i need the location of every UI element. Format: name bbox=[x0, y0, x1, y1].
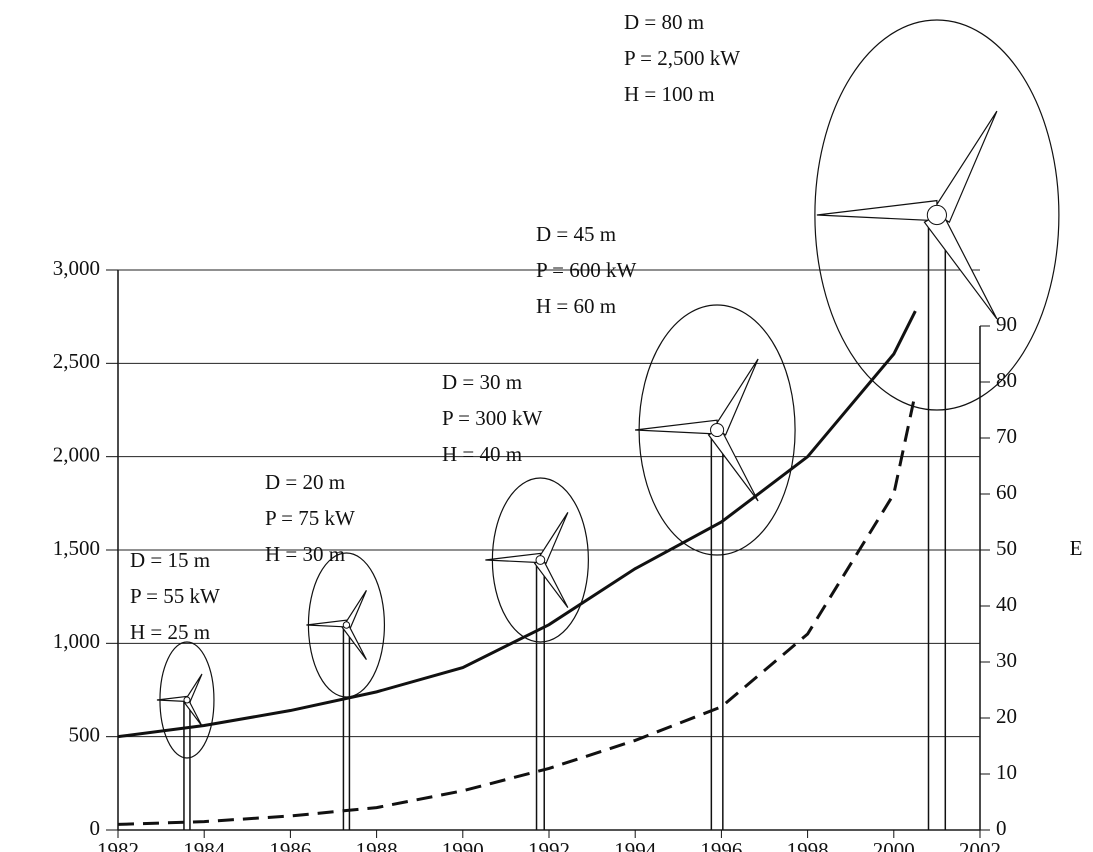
x-tick-label: 1992 bbox=[528, 838, 570, 852]
blade bbox=[485, 553, 540, 562]
y-tick-label: 500 bbox=[69, 722, 101, 746]
annotation-text: P = 55 kW bbox=[130, 584, 220, 608]
y-tick-label: 1,500 bbox=[53, 536, 100, 560]
x-tick-label: 1988 bbox=[356, 838, 398, 852]
y2-tick-label: 20 bbox=[996, 704, 1017, 728]
x-tick-label: 1990 bbox=[442, 838, 484, 852]
annotation-text: H = 40 m bbox=[442, 442, 522, 466]
blade bbox=[817, 201, 937, 221]
y2-tick-label: 80 bbox=[996, 368, 1017, 392]
blade bbox=[635, 420, 717, 434]
y2-tick-label: 90 bbox=[996, 312, 1017, 336]
x-tick-label: 1982 bbox=[97, 838, 139, 852]
y2-tick-label: 30 bbox=[996, 648, 1017, 672]
chart: 0 500 1,000 1,500 2,000 2,500 3,000 0 10 20 30 40 50… bbox=[0, 0, 1093, 852]
annotation-text: H = 25 m bbox=[130, 620, 210, 644]
annotation-text: P = 2,500 kW bbox=[624, 46, 740, 70]
turbine bbox=[157, 642, 214, 830]
y-tick-label: 2,500 bbox=[53, 349, 100, 373]
blade bbox=[932, 111, 997, 222]
hub bbox=[184, 697, 190, 703]
hub bbox=[711, 423, 724, 436]
blade bbox=[709, 428, 759, 501]
blade bbox=[535, 559, 568, 608]
y-tick-label: 3,000 bbox=[53, 256, 100, 280]
blade bbox=[342, 624, 366, 660]
annotation-text: P = 600 kW bbox=[536, 258, 636, 282]
y2-tick-label: 70 bbox=[996, 424, 1017, 448]
turbine bbox=[815, 20, 1059, 830]
y-tick-label: 0 bbox=[90, 816, 101, 840]
annotation-text: H = 30 m bbox=[265, 542, 345, 566]
hub bbox=[343, 622, 349, 628]
turbine bbox=[635, 305, 795, 830]
annotation-text: H = 60 m bbox=[536, 294, 616, 318]
annotation-text: D = 15 m bbox=[130, 548, 210, 572]
annotation-text: H = 100 m bbox=[624, 82, 715, 106]
x-tick-label: 2002 bbox=[959, 838, 1001, 852]
annotation-text: P = 300 kW bbox=[442, 406, 542, 430]
x-tick-label: 2000 bbox=[873, 838, 915, 852]
blade bbox=[714, 359, 758, 435]
y2-axis-label: E bbox=[1070, 536, 1083, 560]
turbine bbox=[485, 478, 588, 830]
annotation-text: D = 20 m bbox=[265, 470, 345, 494]
y2-tick-label: 50 bbox=[996, 536, 1017, 560]
x-tick-label: 1986 bbox=[269, 838, 311, 852]
x-tick-label: 1996 bbox=[700, 838, 742, 852]
x-tick-label: 1994 bbox=[614, 838, 657, 852]
blade bbox=[306, 620, 346, 627]
y-tick-label: 1,000 bbox=[53, 629, 100, 653]
annotation-text: D = 45 m bbox=[536, 222, 616, 246]
blade bbox=[157, 696, 187, 701]
y2-tick-label: 0 bbox=[996, 816, 1007, 840]
y2-tick-label: 40 bbox=[996, 592, 1017, 616]
hub bbox=[927, 205, 946, 224]
blade bbox=[924, 212, 996, 319]
x-tick-label: 1998 bbox=[787, 838, 829, 852]
annotation-text: P = 75 kW bbox=[265, 506, 355, 530]
annotation-text: D = 30 m bbox=[442, 370, 522, 394]
y2-tick-label: 10 bbox=[996, 760, 1017, 784]
hub bbox=[536, 556, 545, 565]
x-tick-label: 1984 bbox=[183, 838, 226, 852]
annotation-text: D = 80 m bbox=[624, 10, 704, 34]
y-tick-label: 2,000 bbox=[53, 442, 100, 466]
y2-tick-label: 60 bbox=[996, 480, 1017, 504]
